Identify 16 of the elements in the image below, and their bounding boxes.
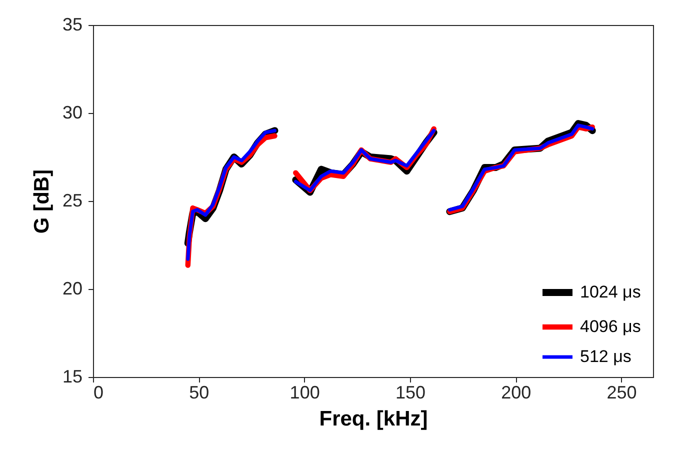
- y-tick-label: 20: [62, 278, 82, 298]
- y-axis-title: G [dB]: [30, 169, 54, 234]
- legend-label: 4096 μs: [580, 317, 641, 336]
- y-tick-label: 15: [62, 366, 82, 386]
- x-tick-label: 250: [606, 382, 637, 402]
- y-tick-label: 35: [62, 14, 82, 34]
- y-tick-label: 30: [62, 102, 82, 122]
- x-tick-label: 150: [395, 382, 426, 402]
- x-axis-title: Freq. [kHz]: [319, 408, 428, 430]
- x-tick-label: 0: [94, 382, 104, 402]
- x-tick-label: 50: [189, 382, 210, 402]
- y-tick-label: 25: [62, 190, 82, 210]
- legend-label: 512 μs: [580, 347, 632, 366]
- x-tick-label: 100: [290, 382, 320, 402]
- x-tick-label: 200: [501, 382, 532, 402]
- legend-label: 1024 μs: [580, 282, 641, 302]
